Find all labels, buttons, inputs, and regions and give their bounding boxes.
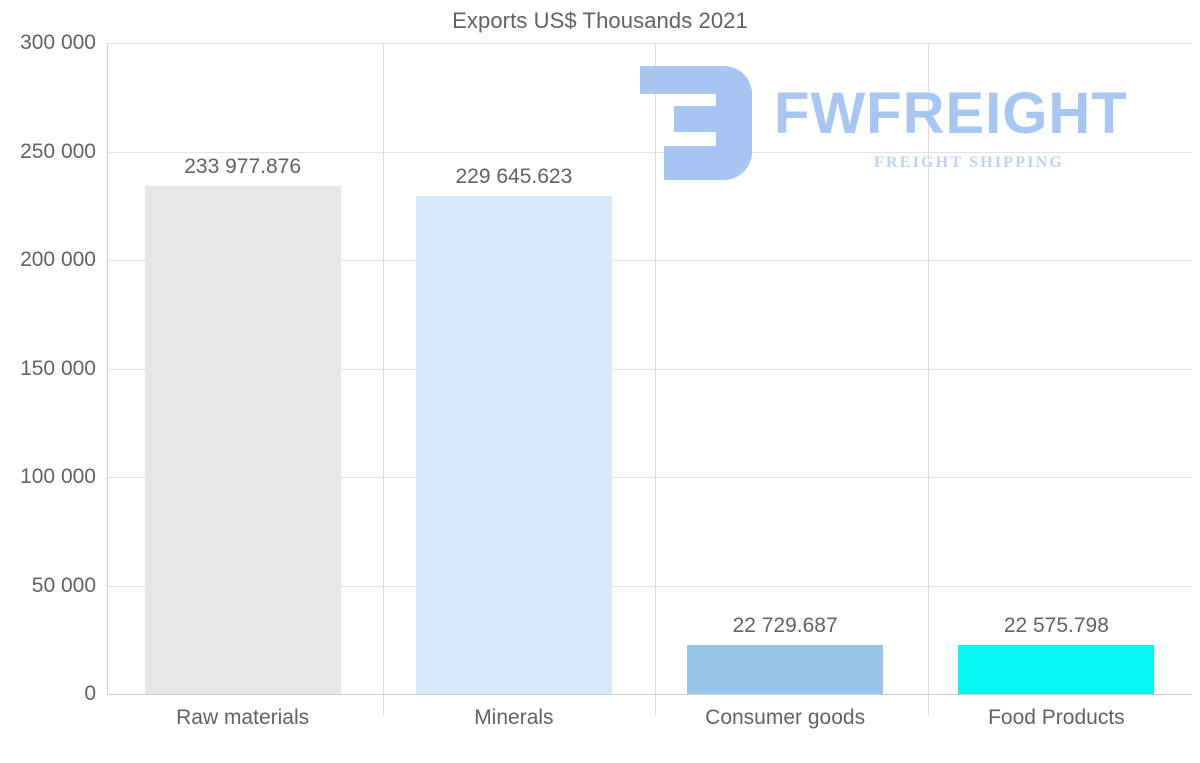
chart-title: Exports US$ Thousands 2021: [452, 8, 748, 33]
category-divider: [383, 43, 384, 715]
bar-raw-materials[interactable]: [144, 186, 341, 694]
x-axis-category-label: Raw materials: [176, 706, 310, 729]
gridline: [107, 43, 1192, 44]
gridline: [107, 368, 1192, 370]
gridline: [107, 260, 1192, 261]
gridline: [107, 477, 1192, 478]
x-axis-category-label: Food Products: [988, 706, 1125, 729]
gridline: [107, 585, 1192, 587]
x-axis-category-label: Consumer goods: [705, 706, 866, 729]
category-divider: [655, 43, 656, 715]
bar-value-label: 229 645.623: [455, 164, 573, 188]
bar-value-label: 233 977.876: [184, 155, 302, 179]
x-axis-line: [107, 694, 1192, 695]
bar-value-label: 22 729.687: [732, 613, 838, 637]
bar-minerals[interactable]: [415, 195, 612, 694]
bar-value-label: 22 575.798: [1003, 614, 1109, 637]
y-axis-line: [107, 43, 108, 695]
x-axis-category-label: Minerals: [474, 706, 554, 729]
bar-consumer-goods[interactable]: [687, 644, 884, 694]
category-divider: [928, 43, 929, 715]
bar-food-products[interactable]: [958, 645, 1155, 694]
